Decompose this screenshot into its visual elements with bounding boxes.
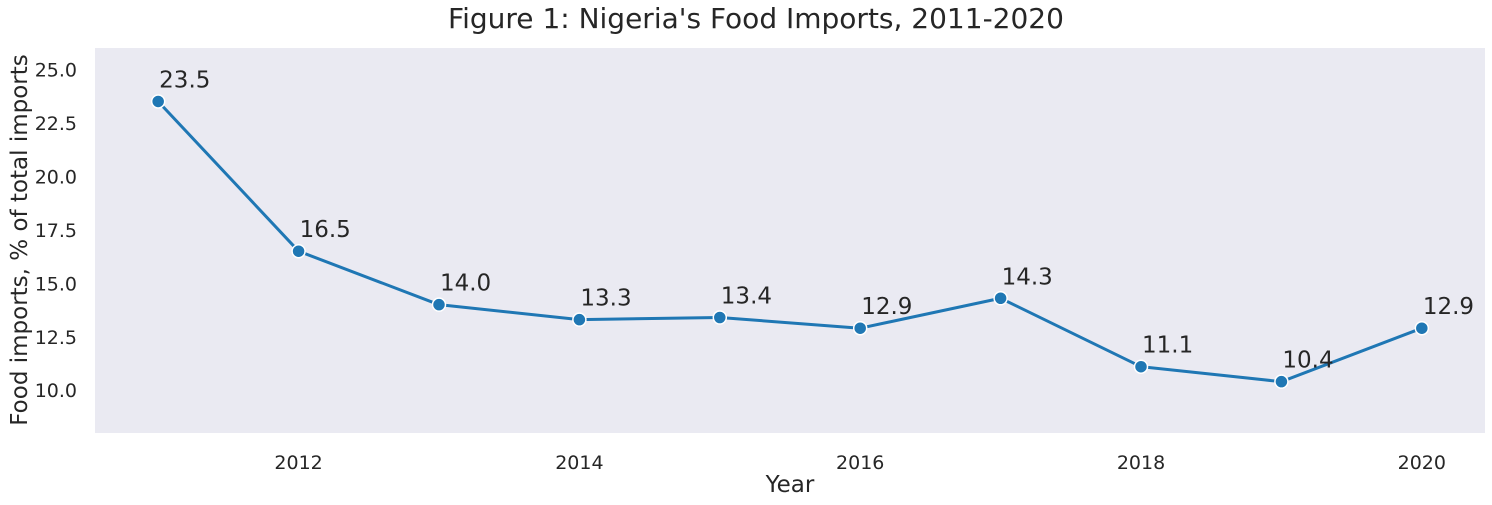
y-axis-label: Food imports, % of total imports	[7, 54, 33, 425]
y-tick-label: 15.0	[35, 273, 77, 295]
y-tick-label: 17.5	[35, 220, 77, 242]
data-label: 16.5	[300, 217, 351, 243]
data-point	[431, 297, 447, 312]
x-axis-ticks: 2012 2014 2016 2018 2020	[274, 452, 1446, 474]
y-tick-label: 10.0	[35, 380, 77, 402]
x-tick-label: 2016	[836, 452, 884, 474]
data-label: 12.9	[861, 294, 912, 320]
data-label: 10.4	[1282, 348, 1333, 374]
data-point	[572, 312, 587, 327]
chart-title: Figure 1: Nigeria's Food Imports, 2011-2…	[448, 2, 1064, 35]
data-point	[712, 310, 728, 325]
x-tick-label: 2012	[274, 452, 322, 474]
y-tick-label: 12.5	[35, 327, 77, 349]
y-tick-label: 25.0	[35, 59, 77, 81]
data-point	[1133, 359, 1149, 374]
x-axis-label: Year	[765, 472, 815, 498]
x-tick-label: 2018	[1117, 452, 1165, 474]
x-tick-label: 2020	[1398, 452, 1446, 474]
data-point	[1274, 374, 1289, 389]
data-label: 11.1	[1142, 333, 1193, 359]
y-tick-label: 22.5	[35, 113, 77, 135]
data-point	[1414, 320, 1430, 336]
data-label: 13.3	[580, 286, 631, 312]
y-axis-ticks: 10.0 12.5 15.0 17.5 20.0 22.5 25.0	[35, 59, 77, 402]
data-labels: 23.5 16.5 14.0 13.3 13.4 12.9 14.3 11.1 10.4 12.9	[159, 67, 1474, 373]
data-point	[150, 94, 166, 109]
data-label: 14.0	[440, 271, 491, 297]
data-point	[993, 291, 1008, 306]
data-label: 13.4	[721, 284, 772, 310]
x-tick-label: 2014	[555, 452, 603, 474]
series-line	[156, 99, 1424, 384]
data-point	[852, 320, 868, 336]
data-point	[291, 243, 306, 259]
data-label: 23.5	[159, 67, 210, 93]
data-label: 12.9	[1423, 294, 1474, 320]
plot-area	[95, 48, 1485, 433]
data-label: 14.3	[1002, 264, 1053, 290]
data-points	[150, 94, 1430, 389]
y-tick-label: 20.0	[35, 166, 77, 188]
